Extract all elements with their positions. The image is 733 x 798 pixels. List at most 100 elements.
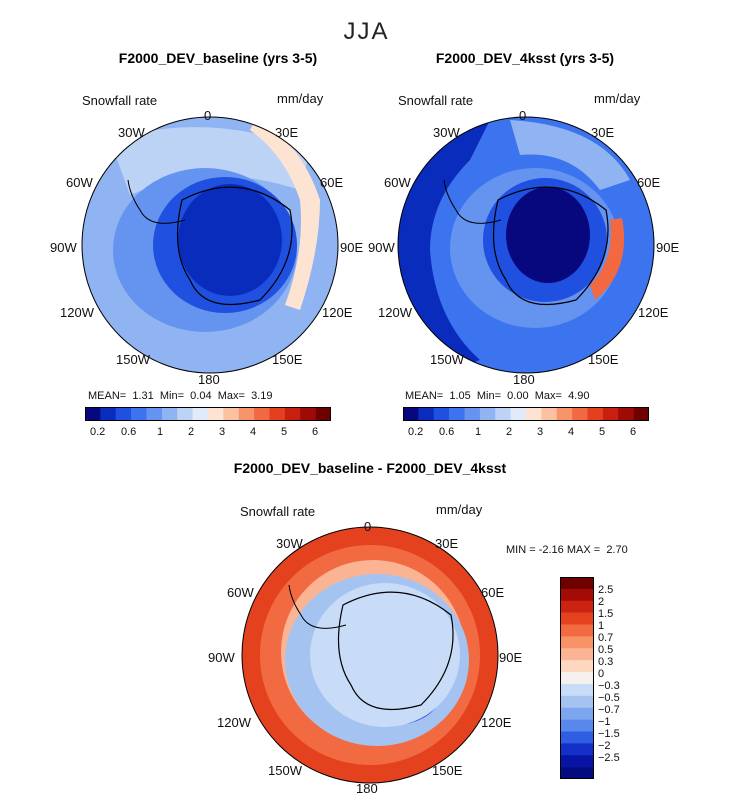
colorbar-swatch xyxy=(479,407,496,421)
p3-tick-10: −0.7 xyxy=(598,704,620,716)
p1-lon-150w: 150W xyxy=(116,352,150,367)
p3-tick-11: −1 xyxy=(598,716,611,728)
p3-tick-9: −0.5 xyxy=(598,692,620,704)
p3-lon-180: 180 xyxy=(356,781,378,796)
panel-2-peninsula-outline xyxy=(443,179,502,224)
p2-tick-6: 5 xyxy=(599,426,606,438)
panel-3-colorbar xyxy=(560,577,594,779)
colorbar-swatch xyxy=(177,407,193,421)
panel-2-map xyxy=(397,116,655,374)
colorbar-swatch xyxy=(192,407,209,421)
p3-tick-1: 2 xyxy=(598,596,605,608)
p1-lon-60e: 60E xyxy=(320,175,344,190)
colorbar-swatch xyxy=(556,407,573,421)
colorbar-swatch xyxy=(254,407,270,421)
p3-tick-12: −1.5 xyxy=(598,728,620,740)
colorbar-swatch xyxy=(284,407,301,421)
colorbar-border xyxy=(560,577,594,779)
colorbar-swatch xyxy=(85,407,101,421)
colorbar-swatch xyxy=(418,407,435,421)
panel-3-field-inner xyxy=(310,583,460,727)
panel-3-stats: MIN = -2.16 MAX = 2.70 xyxy=(506,544,628,556)
p1-tick-5: 4 xyxy=(250,426,257,438)
panel-1-field-patch xyxy=(250,120,320,310)
p3-tick-7: 0 xyxy=(598,668,605,680)
p1-tick-0: 0.2 xyxy=(90,426,106,438)
p2-tick-2: 1 xyxy=(475,426,482,438)
panel-2-field-west xyxy=(398,120,490,370)
p3-tick-3: 1 xyxy=(598,620,605,632)
colorbar-swatch xyxy=(433,407,450,421)
panel-2-units-label: mm/day xyxy=(594,91,641,106)
season-title: JJA xyxy=(343,18,390,45)
colorbar-swatch xyxy=(100,407,117,421)
p1-lon-90e: 90E xyxy=(340,240,364,255)
colorbar-swatch xyxy=(495,407,511,421)
p3-tick-8: −0.3 xyxy=(598,680,620,692)
panel-2-title: F2000_DEV_4ksst (yrs 3-5) xyxy=(435,50,615,66)
p2-tick-5: 4 xyxy=(568,426,575,438)
colorbar-swatch xyxy=(560,636,594,649)
p3-tick-0: 2.5 xyxy=(598,584,614,596)
p2-lon-30e: 30E xyxy=(591,125,615,140)
p1-tick-7: 6 xyxy=(312,426,319,438)
colorbar-swatch xyxy=(449,407,465,421)
p3-lon-90w: 90W xyxy=(208,650,235,665)
colorbar-swatch xyxy=(633,407,649,421)
p2-lon-150w: 150W xyxy=(430,352,464,367)
panel-2-field-hot xyxy=(590,218,625,300)
colorbar-swatch xyxy=(560,719,594,732)
colorbar-swatch xyxy=(526,407,542,421)
p3-lon-150e: 150E xyxy=(432,763,463,778)
colorbar-swatch xyxy=(464,407,481,421)
panel-1-stats: MEAN= 1.31 Min= 0.04 Max= 3.19 xyxy=(88,390,273,402)
colorbar-swatch xyxy=(560,577,594,590)
panel-1-units-label: mm/day xyxy=(277,91,324,106)
colorbar-border xyxy=(403,407,649,421)
colorbar-swatch xyxy=(560,660,594,673)
p2-lon-60w: 60W xyxy=(384,175,411,190)
panel-2-antarctica-outline xyxy=(492,186,609,306)
panel-2-colorbar xyxy=(403,407,649,421)
colorbar-swatch xyxy=(560,767,594,779)
panel-3-peninsula-outline xyxy=(288,584,347,629)
colorbar-swatch xyxy=(161,407,178,421)
colorbar-swatch xyxy=(560,707,594,720)
panel-2-field-north xyxy=(510,120,630,190)
p1-tick-6: 5 xyxy=(281,426,288,438)
p2-tick-7: 6 xyxy=(630,426,637,438)
colorbar-swatch xyxy=(560,683,594,697)
colorbar-swatch xyxy=(403,407,419,421)
colorbar-border xyxy=(85,407,331,421)
colorbar-swatch xyxy=(269,407,286,421)
p3-lon-30w: 30W xyxy=(276,536,303,551)
p2-lon-90w: 90W xyxy=(368,240,395,255)
p3-tick-2: 1.5 xyxy=(598,608,614,620)
colorbar-swatch xyxy=(560,624,594,637)
p3-lon-120w: 120W xyxy=(217,715,251,730)
panel-3-map-border xyxy=(241,526,499,784)
panel-1-antarctica-outline xyxy=(176,186,293,306)
p2-tick-1: 0.6 xyxy=(439,426,455,438)
p1-lon-30e: 30E xyxy=(275,125,299,140)
colorbar-swatch xyxy=(572,407,588,421)
p2-tick-0: 0.2 xyxy=(408,426,424,438)
p3-lon-60e: 60E xyxy=(481,585,505,600)
panel-3-map xyxy=(241,526,499,784)
p3-lon-0: 0 xyxy=(364,519,372,534)
colorbar-swatch xyxy=(587,407,604,421)
panel-1-field-band xyxy=(110,127,310,195)
p3-lon-60w: 60W xyxy=(227,585,254,600)
p2-lon-0: 0 xyxy=(519,108,527,123)
p1-lon-30w: 30W xyxy=(118,125,145,140)
p3-tick-4: 0.7 xyxy=(598,632,614,644)
colorbar-swatch xyxy=(238,407,255,421)
p2-lon-30w: 30W xyxy=(433,125,460,140)
colorbar-swatch xyxy=(146,407,163,421)
p3-tick-14: −2.5 xyxy=(598,752,620,764)
colorbar-swatch xyxy=(541,407,558,421)
panel-1-colorbar xyxy=(85,407,331,421)
p1-lon-90w: 90W xyxy=(50,240,77,255)
p2-lon-120w: 120W xyxy=(378,305,412,320)
p1-lon-120w: 120W xyxy=(60,305,94,320)
